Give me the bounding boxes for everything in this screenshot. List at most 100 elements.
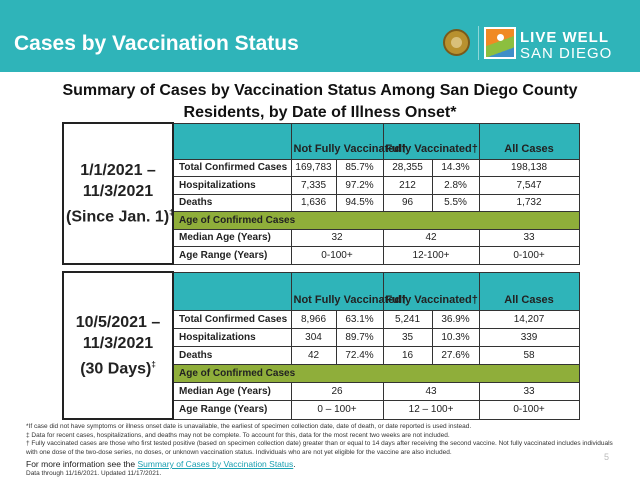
row-label: Total Confirmed Cases (172, 309, 292, 329)
header-blank (172, 271, 292, 311)
column-header: Not Fully Vaccinated† (290, 271, 407, 311)
table-cell: 8,966 (290, 309, 337, 329)
column-header: Fully Vaccinated† (382, 271, 480, 311)
table-cell: 10.3% (431, 327, 480, 347)
period-line: (Since Jan. 1) (66, 208, 170, 226)
header-row: 1/1/2021 – 11/3/2021 (Since Jan. 1)‡ Not Fu… (62, 122, 580, 265)
table-cell: 339 (478, 327, 580, 347)
period-line: 10/5/2021 – (75, 313, 161, 331)
county-seal-logo (443, 29, 470, 56)
table-cell: 27.6% (431, 345, 480, 365)
table-cell: 12 – 100+ (382, 400, 480, 420)
title-banner (0, 0, 640, 72)
table-cell: 198,138 (478, 158, 580, 177)
table-cell: 0 – 100+ (290, 400, 384, 420)
period-line: 11/3/2021 (82, 182, 154, 200)
table-cell: 36.9% (431, 309, 480, 329)
column-header: Not Fully Vaccinated† (290, 122, 407, 160)
period-label: 10/5/2021 – 11/3/2021 (30 Days)‡ (62, 271, 174, 420)
table-row: Median Age (Years) 32 42 33 (63, 228, 580, 247)
table-cell: 33 (478, 382, 580, 402)
summary-link[interactable]: Summary of Cases by Vaccination Status (137, 459, 294, 469)
table-cell: 1,732 (478, 193, 580, 212)
table-cell: 7,335 (290, 176, 337, 195)
updated-text: Data through 11/16/2021. Updated 11/17/2… (26, 470, 162, 477)
row-label: Median Age (Years) (172, 382, 292, 402)
table-cell: 97.2% (335, 176, 384, 195)
age-band-row: Age of Confirmed Cases (63, 363, 580, 384)
table-cell: 304 (290, 327, 337, 347)
logo-text-line1: LIVE WELL (520, 29, 609, 46)
table-heading: Summary of Cases by Vaccination Status A… (62, 82, 578, 121)
row-label: Median Age (Years) (172, 228, 292, 247)
table-row: Age Range (Years) 0-100+ 12-100+ 0-100+ (63, 246, 580, 265)
column-header: Fully Vaccinated† (382, 122, 480, 160)
table-cell: 42 (290, 345, 337, 365)
table-cell: 0-100+ (478, 400, 580, 420)
table-cell: 89.7% (335, 327, 384, 347)
table-cell: 94.5% (335, 193, 384, 212)
table-cell: 58 (478, 345, 580, 365)
column-header: All Cases (478, 122, 580, 160)
period-line: (30 Days) (80, 360, 152, 378)
table-cell: 169,783 (290, 158, 337, 177)
table-cell: 63.1% (335, 309, 384, 329)
row-label: Age Range (Years) (172, 246, 292, 265)
footnote: † Fully vaccinated cases are those who f… (26, 440, 613, 457)
table-row: Median Age (Years) 26 43 33 (63, 382, 580, 402)
table-cell: 35 (382, 327, 433, 347)
table-cell: 5,241 (382, 309, 433, 329)
logo-divider (478, 26, 479, 60)
footnote-marker: ‡ (169, 207, 174, 217)
table-cell: 96 (382, 193, 433, 212)
period-label: 1/1/2021 – 11/3/2021 (Since Jan. 1)‡ (62, 122, 174, 265)
table-cell: 72.4% (335, 345, 384, 365)
table-cell: 14.3% (431, 158, 480, 177)
logo-text-line2: SAN DIEGO (520, 45, 613, 62)
table-cell: 7,547 (478, 176, 580, 195)
row-label: Age Range (Years) (172, 400, 292, 420)
table-cell: 0-100+ (478, 246, 580, 265)
more-info-suffix: . (293, 459, 296, 469)
table-cell: 5.5% (431, 193, 480, 212)
summary-table-since-jan: 1/1/2021 – 11/3/2021 (Since Jan. 1)‡ Not Fu… (62, 122, 580, 265)
footnotes: *If case did not have symptoms or illnes… (26, 423, 616, 458)
period-line: 1/1/2021 – (80, 161, 156, 179)
table-cell: 42 (382, 228, 480, 247)
footnote: ‡ Data for recent cases, hospitalization… (26, 431, 450, 439)
age-band-header: Age of Confirmed Cases (172, 363, 580, 384)
header-blank (172, 122, 292, 160)
table-cell: 28,355 (382, 158, 433, 177)
table-cell: 2.8% (431, 176, 480, 195)
table-cell: 212 (382, 176, 433, 195)
row-label: Hospitalizations (172, 176, 292, 195)
row-label: Deaths (172, 193, 292, 212)
table-cell: 85.7% (335, 158, 384, 177)
footnote: *If case did not have symptoms or illnes… (26, 423, 472, 430)
header-row: 10/5/2021 – 11/3/2021 (30 Days)‡ Not Fully … (62, 271, 580, 420)
column-header: All Cases (478, 271, 580, 311)
table-cell: 0-100+ (290, 246, 384, 265)
table-cell: 14,207 (478, 309, 580, 329)
page-number: 5 (604, 452, 610, 462)
table-cell: 33 (478, 228, 580, 247)
row-label: Total Confirmed Cases (172, 158, 292, 177)
age-band-header: Age of Confirmed Cases (172, 211, 580, 230)
summary-table-30-days: 10/5/2021 – 11/3/2021 (30 Days)‡ Not Fully … (62, 271, 580, 420)
table-row: Total Confirmed Cases 169,783 85.7% 28,355 1… (63, 158, 580, 177)
table-row: Total Confirmed Cases 8,966 63.1% 5,241 36.9… (63, 309, 580, 329)
more-info-text: For more information see the (26, 459, 138, 469)
table-cell: 32 (290, 228, 384, 247)
row-label: Hospitalizations (172, 327, 292, 347)
row-label: Deaths (172, 345, 292, 365)
period-line: 11/3/2021 (82, 334, 154, 352)
table-row: Hospitalizations 304 89.7% 35 10.3% 339 (63, 327, 580, 347)
more-info: For more information see the Summary of … (26, 459, 296, 469)
table-cell: 43 (382, 382, 480, 402)
table-cell: 1,636 (290, 193, 337, 212)
slide-title: Cases by Vaccination Status (14, 32, 299, 55)
footnote-marker: ‡ (151, 359, 156, 369)
table-cell: 26 (290, 382, 384, 402)
live-well-logo-icon (484, 27, 516, 59)
table-cell: 16 (382, 345, 433, 365)
